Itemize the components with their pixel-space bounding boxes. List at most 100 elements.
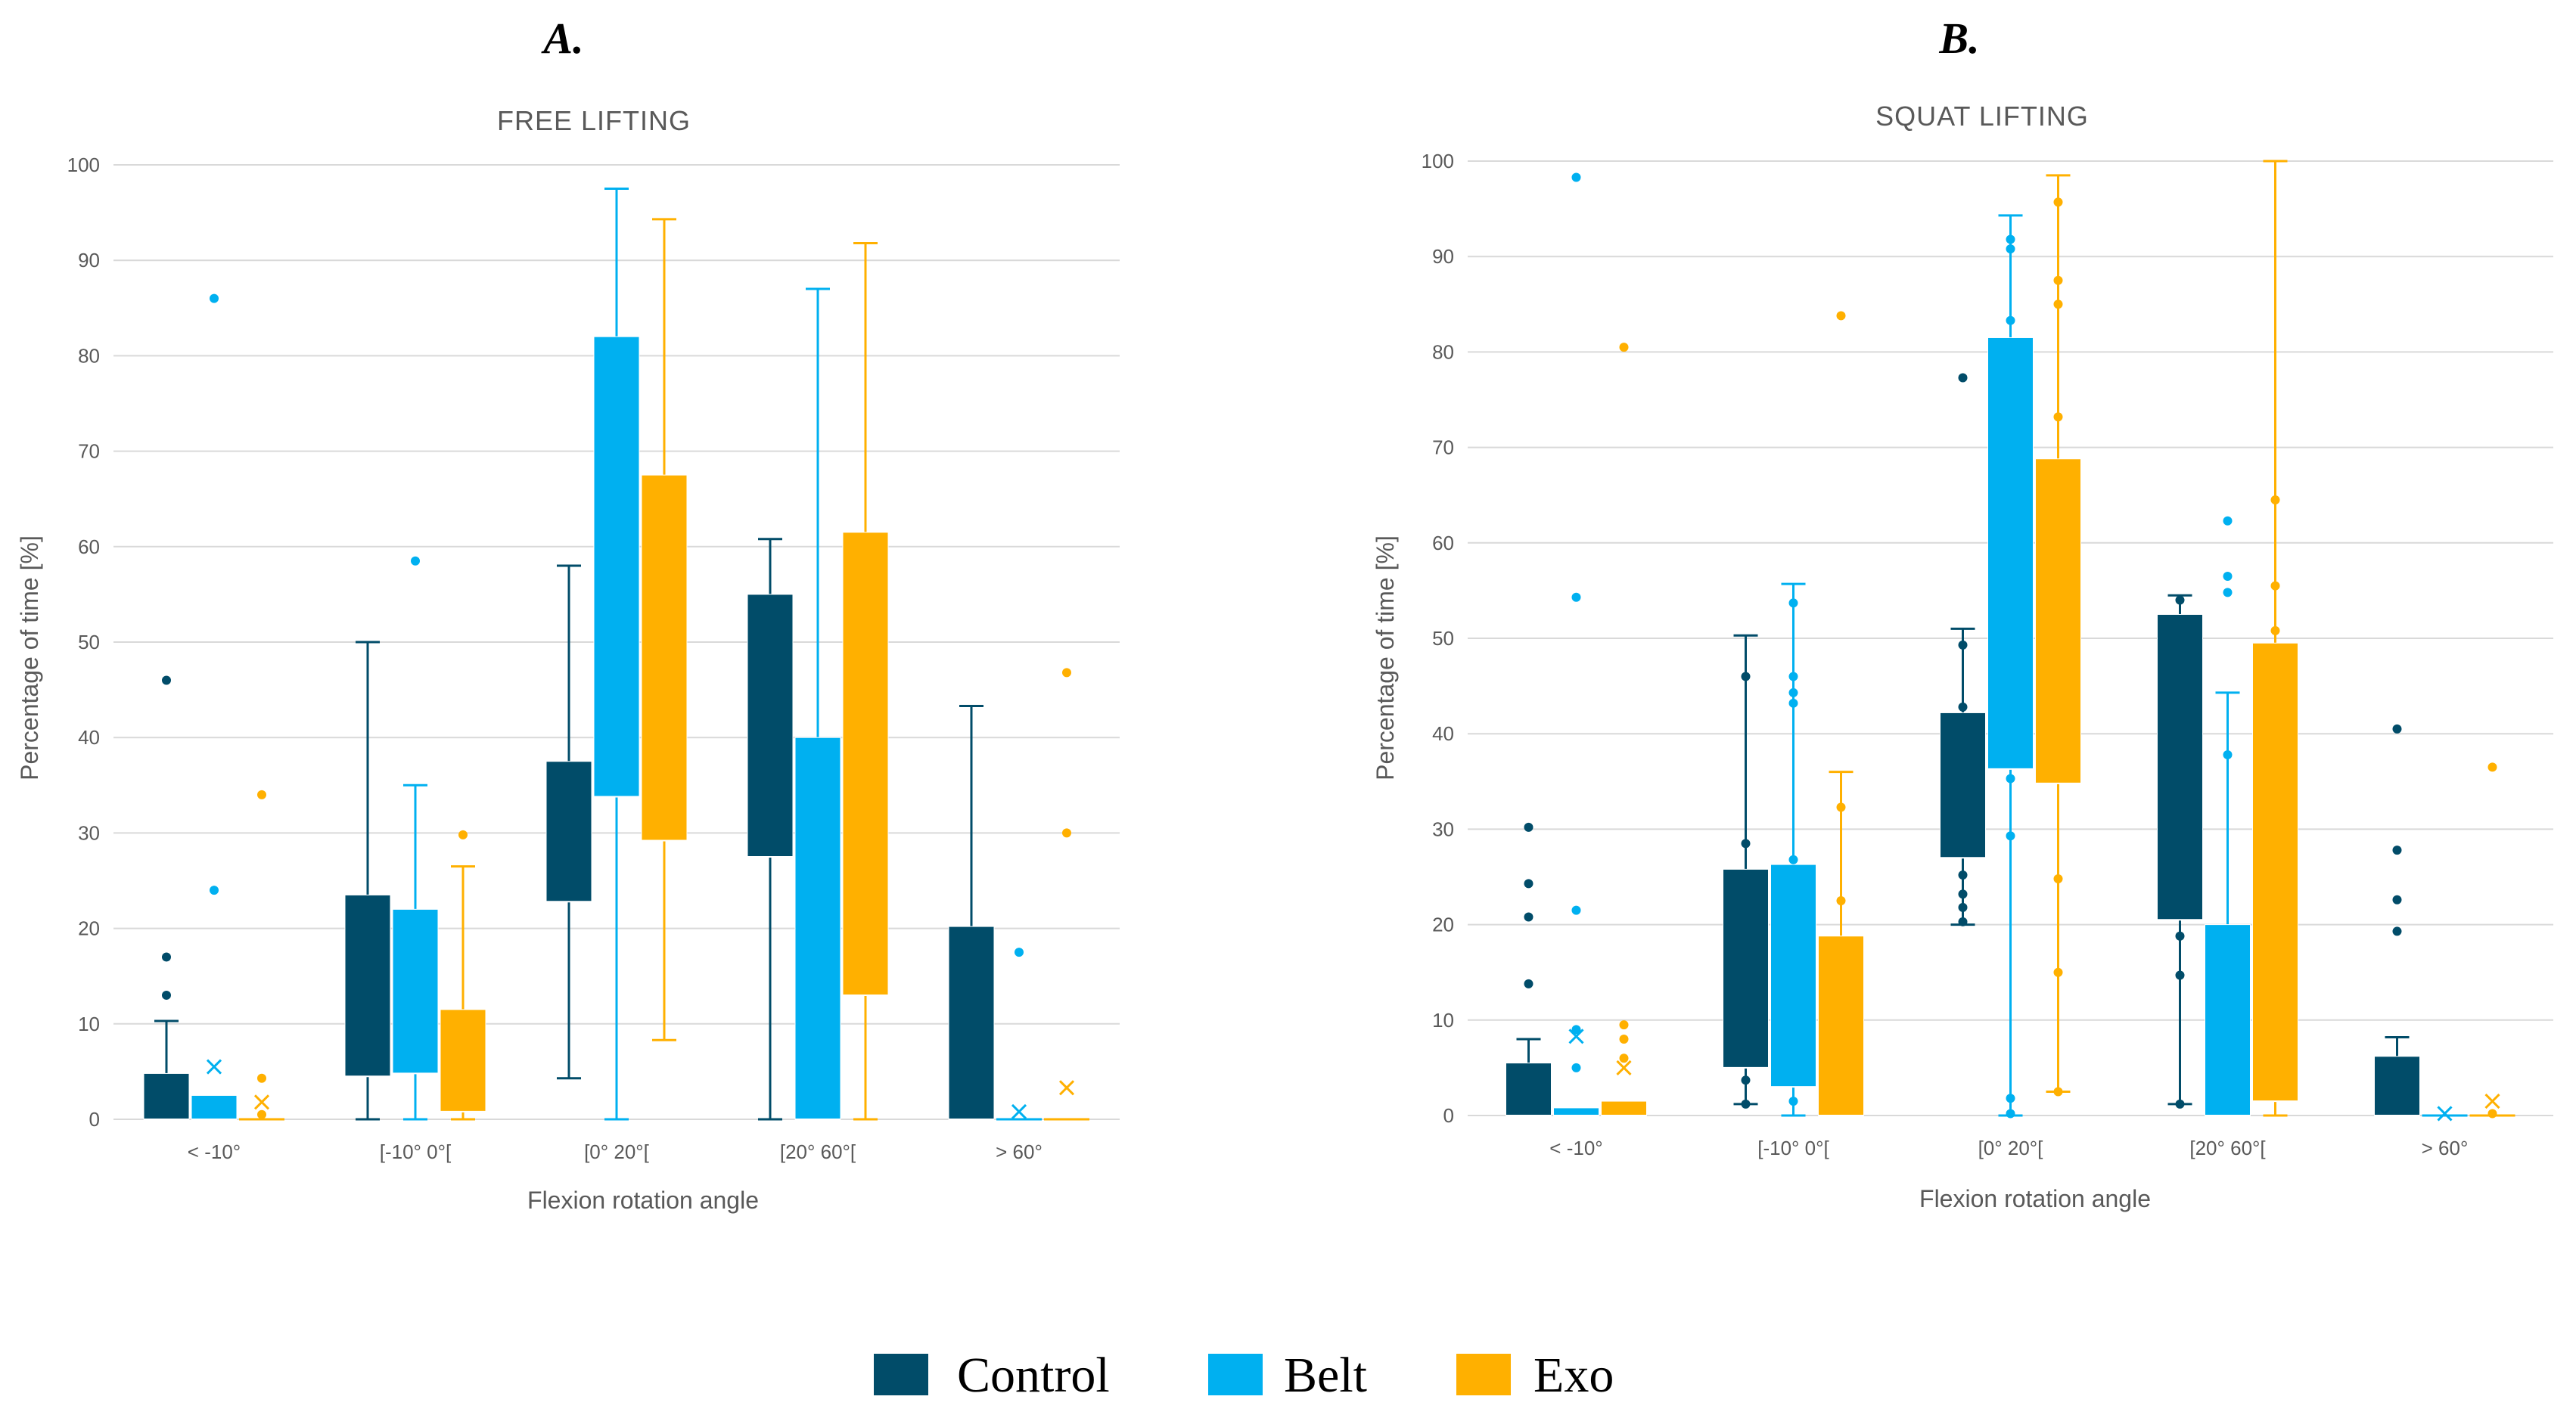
box-body xyxy=(2035,458,2081,784)
mean-marker-stroke xyxy=(1058,1080,1075,1096)
mean-marker xyxy=(1616,1060,1632,1075)
outlier-point xyxy=(162,675,171,685)
y-tick-label: 80 xyxy=(1432,340,1454,363)
box-exo-20deg-60deg xyxy=(2252,160,2298,1117)
mean-marker xyxy=(2437,1106,2453,1122)
series-belt xyxy=(1553,172,2468,1122)
outlier-point xyxy=(2175,1099,2185,1109)
mean-marker-stroke xyxy=(253,1094,270,1110)
box-body xyxy=(2252,642,2298,1102)
box-body xyxy=(2157,613,2203,920)
box-body xyxy=(545,761,592,902)
series-belt xyxy=(191,188,1042,1121)
outlier-point xyxy=(2053,412,2063,422)
box-control-0deg-20deg xyxy=(1940,373,1986,926)
box-body xyxy=(1770,864,1816,1088)
y-tick-label: 60 xyxy=(78,535,100,558)
outlier-point xyxy=(2270,495,2280,505)
box-control-10deg-0deg xyxy=(344,641,391,1121)
series-exo xyxy=(239,218,1089,1121)
box-exo-0deg-20deg xyxy=(2035,174,2081,1097)
y-tick-label: 20 xyxy=(1432,914,1454,936)
mean-marker xyxy=(1568,1029,1584,1044)
outlier-point xyxy=(210,293,219,303)
box-control-lt-10deg xyxy=(143,675,190,1120)
outlier-point xyxy=(1958,373,1968,383)
y-tick-label: 10 xyxy=(1432,1009,1454,1032)
mean-marker-stroke xyxy=(1011,1103,1027,1119)
box-belt-lt-10deg xyxy=(1553,172,1599,1116)
outlier-point xyxy=(2392,846,2402,855)
series-control xyxy=(1506,373,2420,1116)
y-tick-label: 50 xyxy=(1432,627,1454,650)
box-body xyxy=(593,336,640,797)
outlier-point xyxy=(2053,967,2063,977)
outlier-point xyxy=(2006,234,2015,244)
legend-swatch-exo xyxy=(1456,1354,1511,1395)
x-tick-label: [20° 60°[ xyxy=(780,1140,856,1163)
y-tick-label: 40 xyxy=(1432,722,1454,745)
outlier-point xyxy=(1741,1075,1751,1085)
y-tick-label: 90 xyxy=(1432,245,1454,268)
outlier-point xyxy=(210,886,219,895)
mean-marker xyxy=(206,1059,222,1075)
mean-marker xyxy=(2484,1094,2500,1109)
box-belt-0deg-20deg xyxy=(1987,214,2034,1119)
outlier-point xyxy=(411,556,420,566)
box-exo-lt-10deg xyxy=(239,790,284,1121)
x-tick-label: [0° 20°[ xyxy=(584,1140,650,1163)
x-tick-label: > 60° xyxy=(996,1140,1043,1163)
outlier-point xyxy=(2053,197,2063,207)
legend-swatch-belt xyxy=(1208,1354,1263,1395)
y-tick-label: 50 xyxy=(78,631,100,653)
outlier-point xyxy=(2223,571,2233,581)
outlier-point xyxy=(1741,1099,1751,1109)
x-tick-label: [20° 60°[ xyxy=(2189,1137,2266,1159)
box-body xyxy=(143,1072,190,1120)
panel-b-title: SQUAT LIFTING xyxy=(1875,101,2089,132)
outlier-point xyxy=(1958,870,1968,880)
box-control-0deg-20deg xyxy=(545,564,592,1080)
panel-b-y-axis-label: Percentage of time [%] xyxy=(1372,535,1399,780)
panel-b: B. SQUAT LIFTING Flexion rotation angle … xyxy=(1372,14,2553,1212)
box-body xyxy=(641,474,688,841)
box-body xyxy=(1987,337,2034,770)
outlier-point xyxy=(1788,1097,1798,1106)
box-exo-gt-60deg xyxy=(2469,762,2515,1119)
outlier-point xyxy=(1571,1063,1581,1072)
y-tick-label: 30 xyxy=(1432,818,1454,840)
outlier-point xyxy=(1958,902,1968,912)
x-tick-label: < -10° xyxy=(1549,1137,1602,1159)
outlier-point xyxy=(2487,1109,2497,1119)
outlier-point xyxy=(1571,1025,1581,1035)
box-body xyxy=(747,594,794,858)
mean-marker xyxy=(1011,1103,1027,1119)
outlier-point xyxy=(1524,822,1533,832)
y-tick-label: 60 xyxy=(1432,532,1454,554)
legend: Control Belt Exo xyxy=(874,1348,1614,1403)
outlier-point xyxy=(2270,581,2280,591)
outlier-point xyxy=(2223,749,2233,759)
box-body xyxy=(1506,1063,1552,1116)
outlier-point xyxy=(1788,855,1798,864)
outlier-point xyxy=(2175,970,2185,980)
outlier-point xyxy=(2053,275,2063,285)
mean-marker-stroke xyxy=(2484,1094,2500,1109)
box-body xyxy=(392,908,439,1074)
outlier-point xyxy=(2223,588,2233,597)
panel-a: A. FREE LIFTING Flexion rotation angle P… xyxy=(16,14,1120,1214)
box-belt-gt-60deg xyxy=(996,948,1042,1121)
box-belt-10deg-0deg xyxy=(1770,582,1816,1117)
y-tick-label: 100 xyxy=(1422,150,1454,172)
box-belt-20deg-60deg xyxy=(2205,516,2251,1116)
box-belt-10deg-0deg xyxy=(392,556,439,1121)
legend-swatch-control xyxy=(874,1354,928,1395)
outlier-point xyxy=(1788,598,1798,608)
box-control-20deg-60deg xyxy=(747,538,794,1121)
outlier-point xyxy=(2270,625,2280,635)
outlier-point xyxy=(1836,311,1846,321)
outlier-point xyxy=(1619,1035,1629,1044)
outlier-point xyxy=(2006,1094,2015,1103)
y-tick-label: 70 xyxy=(78,440,100,463)
